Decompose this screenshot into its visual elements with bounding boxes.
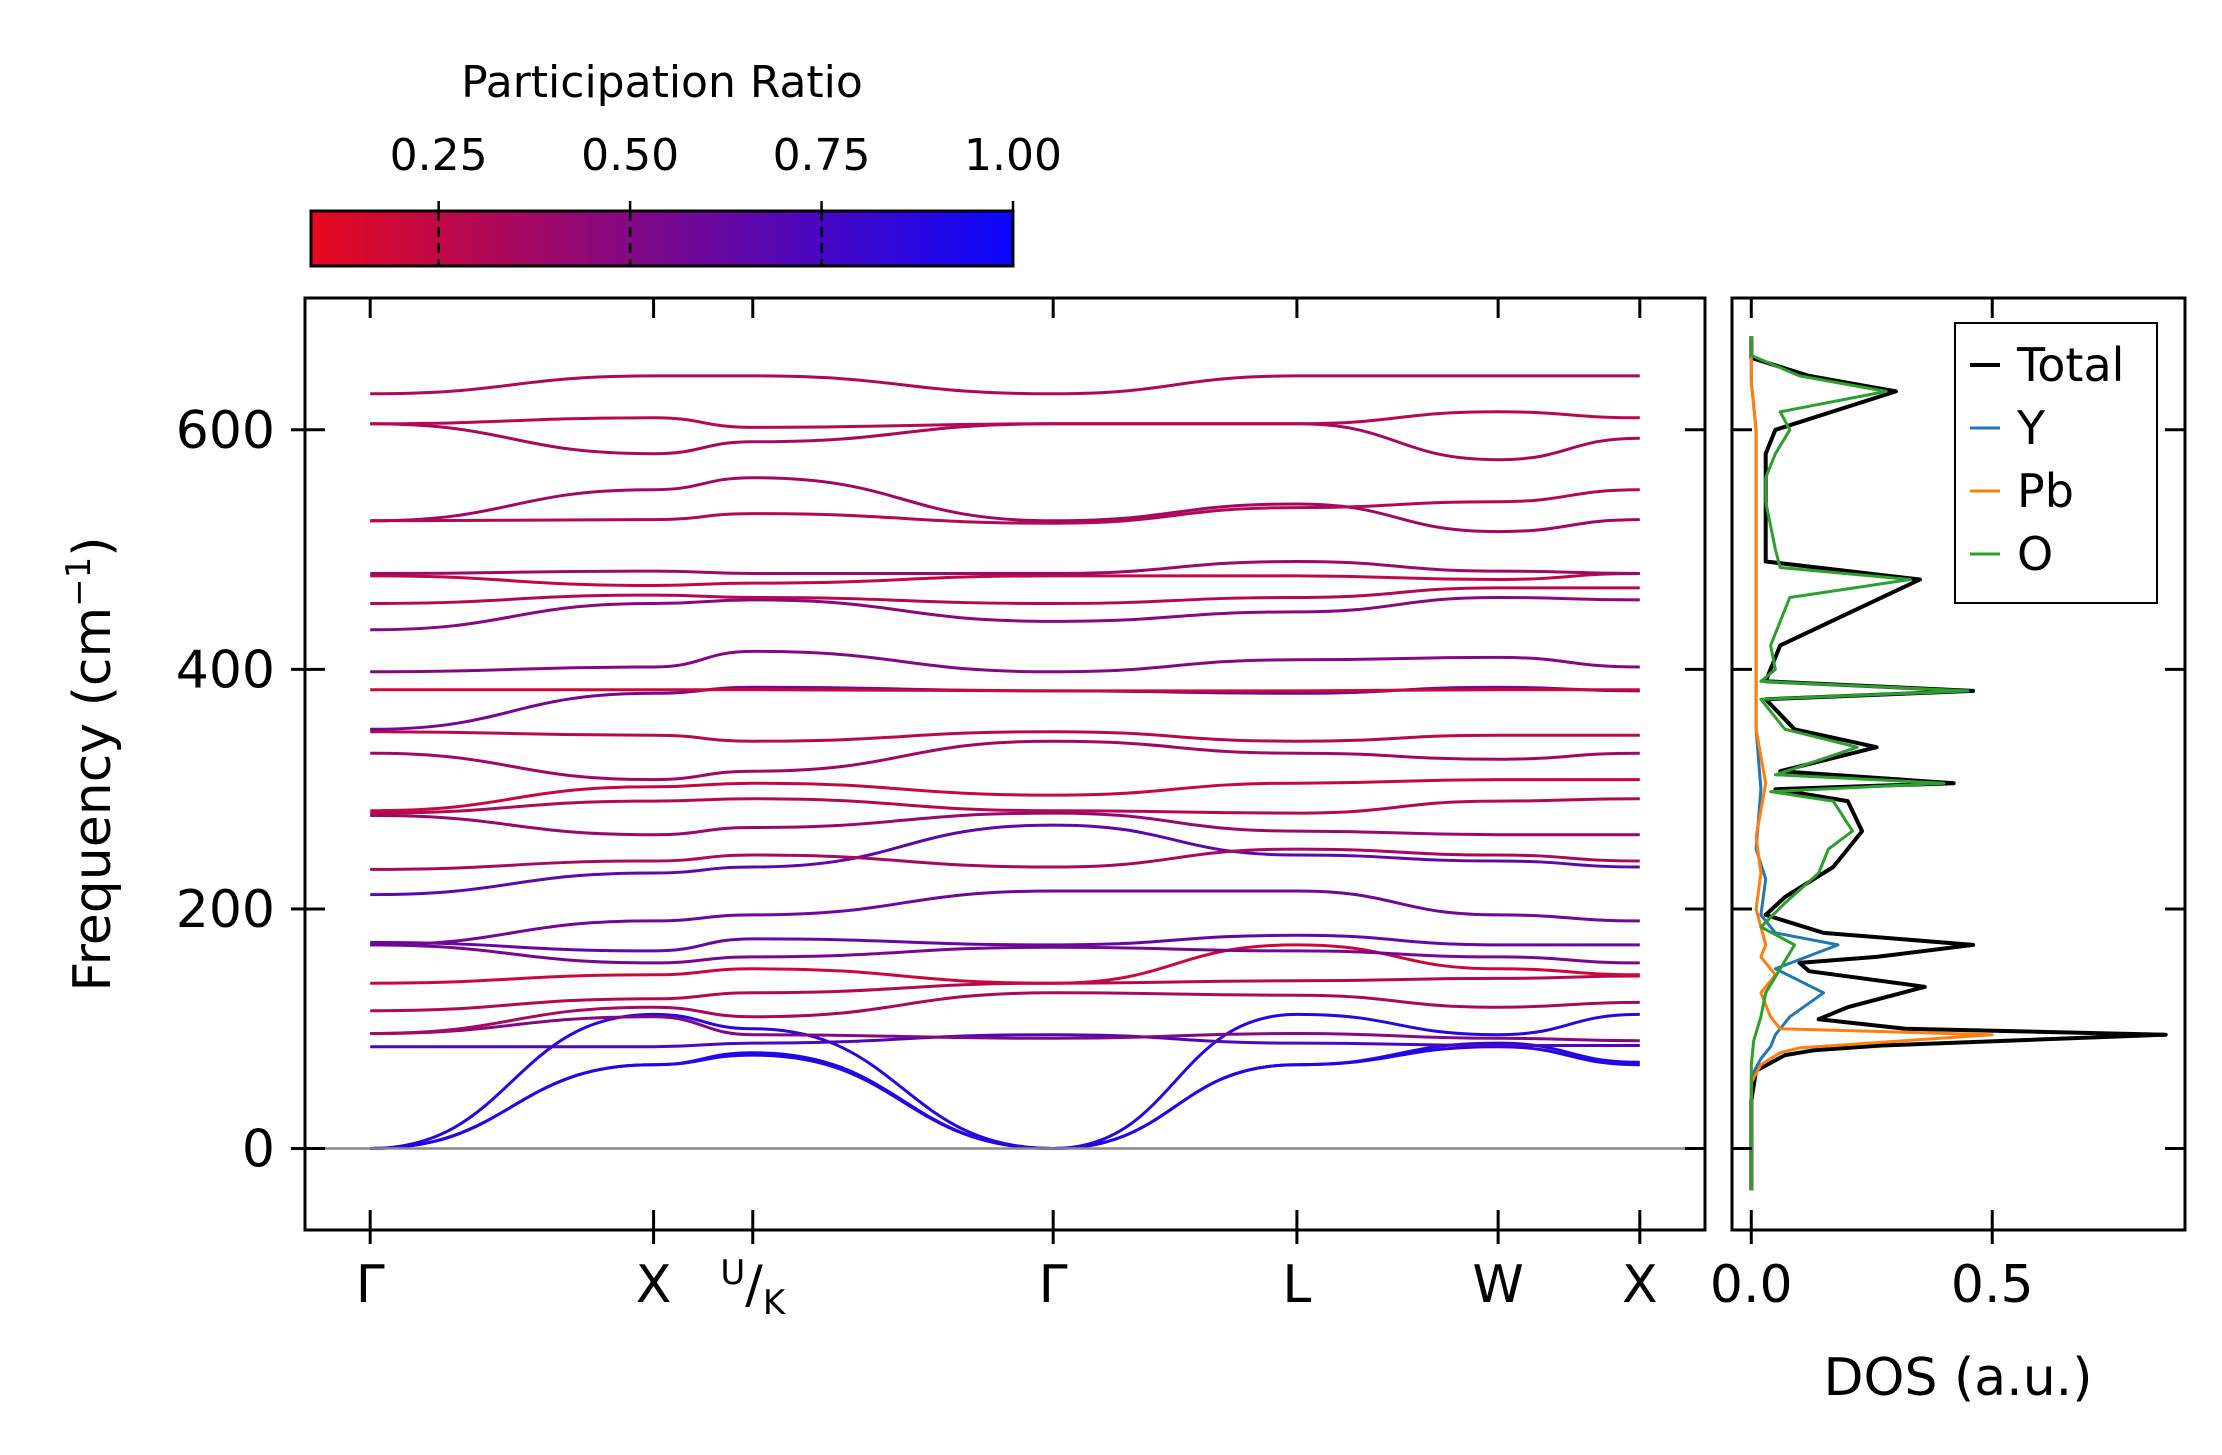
y-tick-label: 600 xyxy=(176,401,275,461)
phonon-branch xyxy=(370,1041,1640,1151)
phonon-branch xyxy=(370,730,1640,743)
phonon-branch xyxy=(370,685,1640,731)
phonon-branch xyxy=(370,943,1640,985)
phonon-branch xyxy=(370,797,1640,815)
colorbar-ticks: 0.25 0.50 0.75 1.00 xyxy=(390,130,1062,266)
phonon-branch xyxy=(370,595,1640,632)
dos-series-pb xyxy=(1749,336,1994,1191)
x-tick-label: X xyxy=(1622,1255,1658,1315)
phonon-branch xyxy=(370,811,1640,837)
phonon-branch xyxy=(370,778,1640,813)
phonon-branch xyxy=(370,933,1640,953)
colorbar-tick-label: 1.00 xyxy=(964,130,1062,181)
phonon-branch xyxy=(370,410,1640,429)
band-axis-ticks: 0 200 400 600 Γ X U/K Γ L W X xyxy=(176,298,1705,1323)
legend-label: Y xyxy=(2016,401,2046,455)
y-tick-label: 0 xyxy=(242,1120,275,1180)
phonon-branch xyxy=(370,1033,1640,1049)
x-tick-label: L xyxy=(1282,1255,1311,1315)
phonon-branch xyxy=(370,823,1640,897)
phonon-branch xyxy=(370,739,1640,782)
phonon-branch xyxy=(370,649,1640,674)
dos-lines xyxy=(1749,336,2168,1191)
phonon-branch xyxy=(370,559,1640,576)
phonon-branch xyxy=(370,374,1640,396)
legend-label: Total xyxy=(2016,338,2124,392)
dos-axis-ticks: 0.0 0.5 xyxy=(1710,298,2185,1315)
dos-x-tick-label: 0.0 xyxy=(1710,1255,1793,1315)
dos-legend: Total Y Pb O xyxy=(1954,322,2158,604)
dos-series-o xyxy=(1749,336,1970,1191)
y-tick-label: 200 xyxy=(176,880,275,940)
band-lines xyxy=(370,374,1640,1151)
phonon-branch xyxy=(370,1045,1640,1151)
x-tick-label: W xyxy=(1472,1255,1523,1315)
colorbar-title: Participation Ratio xyxy=(461,57,863,108)
phonon-branch xyxy=(370,847,1640,871)
x-tick-label: U/K xyxy=(720,1253,786,1323)
phonon-branch xyxy=(370,476,1640,534)
phonon-branch xyxy=(370,422,1640,462)
colorbar-tick-label: 0.50 xyxy=(581,130,679,181)
dos-axis-label: DOS (a.u.) xyxy=(1824,1348,2093,1408)
legend-label: O xyxy=(2017,527,2053,581)
dos-series-total xyxy=(1749,336,2168,1191)
phonon-branch xyxy=(370,688,1640,693)
dos-x-tick-label: 0.5 xyxy=(1951,1255,2034,1315)
phonon-branch xyxy=(370,488,1640,525)
x-tick-label: X xyxy=(636,1255,672,1315)
band-axes-frame xyxy=(303,296,1707,1232)
colorbar-gradient xyxy=(309,209,1015,268)
frequency-axis-label: Frequency (cm−1) xyxy=(59,536,123,991)
phonon-branch xyxy=(370,943,1640,965)
band-structure-plot: 0 200 400 600 Γ X U/K Γ L W X Frequency (cm−1) xyxy=(59,296,1707,1323)
y-tick-label: 400 xyxy=(176,640,275,700)
phonon-branch xyxy=(370,1015,1640,1043)
legend-label: Pb xyxy=(2017,464,2074,518)
x-tick-label: Γ xyxy=(1039,1255,1068,1315)
phonon-branch xyxy=(370,991,1640,1035)
phonon-branch xyxy=(370,1012,1640,1151)
x-tick-label: Γ xyxy=(356,1255,385,1315)
dos-axes-frame xyxy=(1730,296,2187,1232)
phonon-branch xyxy=(370,586,1640,606)
legend-frame xyxy=(1954,322,2158,604)
colorbar-tick-label: 0.25 xyxy=(390,130,488,181)
colorbar: Participation Ratio 0.25 0.50 0.75 1.00 xyxy=(309,57,1062,268)
dos-plot: 0.0 0.5 DOS (a.u.) Total Y Pb O xyxy=(1710,296,2187,1408)
phonon-branch xyxy=(370,572,1640,588)
phonon-branch xyxy=(370,889,1640,947)
colorbar-tick-label: 0.75 xyxy=(773,130,871,181)
